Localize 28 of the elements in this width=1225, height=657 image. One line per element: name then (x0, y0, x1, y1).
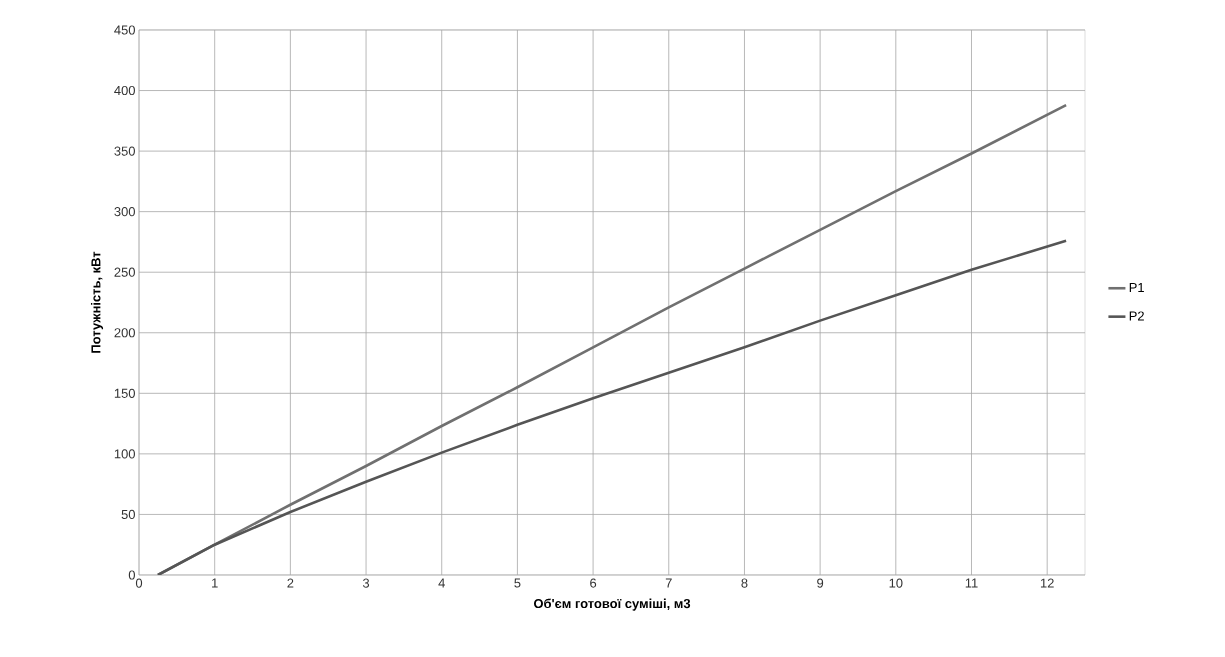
x-tick-label: 1 (212, 578, 218, 588)
x-tick-label: 9 (817, 578, 824, 588)
y-axis-title: Потужність, кВт (90, 251, 104, 353)
y-tick-label: 450 (114, 25, 135, 35)
y-tick-label: 100 (114, 449, 135, 459)
y-tick-label: 50 (121, 509, 135, 520)
y-tick-label: 200 (114, 328, 135, 338)
x-tick-label: 5 (514, 578, 521, 588)
x-tick-label: 6 (590, 578, 597, 588)
x-tick-label: 2 (287, 578, 294, 588)
x-tick-label: 0 (135, 578, 143, 588)
y-tick-label: 300 (114, 207, 135, 217)
legend-label: P1 (1129, 283, 1144, 292)
line-series (156, 239, 1068, 575)
x-tick-label: 10 (889, 578, 903, 588)
y-tick-label: 150 (114, 388, 135, 398)
x-tick-label: 8 (741, 578, 748, 588)
x-tick-label: 11 (965, 578, 978, 588)
y-tick-label: 0 (128, 570, 135, 580)
x-tick-label: 12 (1040, 578, 1054, 588)
y-tick-label: 400 (114, 85, 135, 96)
legend-label: P2 (1129, 311, 1144, 321)
x-tick-label: 7 (665, 578, 672, 588)
x-tick-label: 4 (438, 578, 445, 588)
y-tick-label: 250 (114, 267, 135, 277)
x-axis-title: Об'єм готової суміші, м3 (533, 598, 691, 611)
x-tick-label: 3 (362, 578, 370, 588)
y-tick-label: 350 (114, 146, 135, 156)
